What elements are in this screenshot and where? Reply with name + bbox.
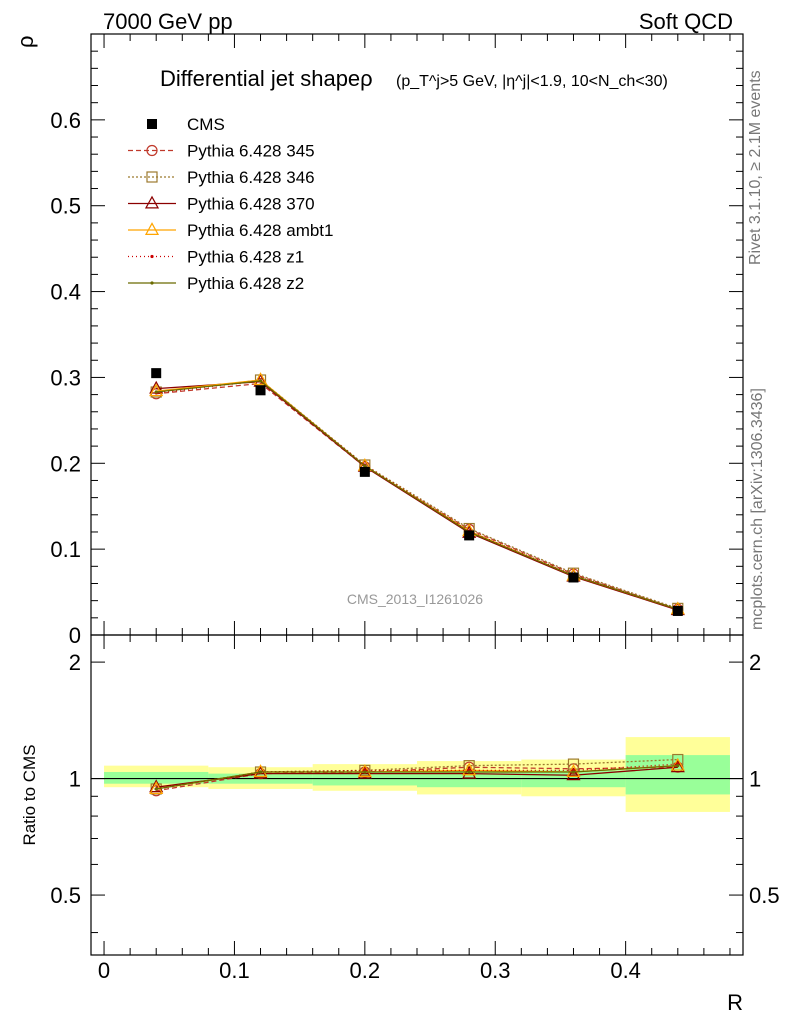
y-axis-label: ρ (13, 35, 38, 48)
chart-title-main: Differential jet shapeρ (160, 66, 373, 91)
ratio-tick-label-right: 0.5 (749, 883, 780, 908)
series-point (363, 770, 367, 774)
ratio-tick-label-right: 2 (749, 650, 761, 675)
series-point (149, 383, 164, 397)
series-ratio-line (156, 766, 678, 788)
series-point (357, 764, 372, 777)
series-point (571, 770, 576, 774)
y-tick-label: 0 (69, 623, 81, 648)
cms-uncertainty-bands (104, 737, 730, 812)
series-point (467, 770, 471, 774)
series-5 (154, 379, 680, 791)
x-tick-label: 0.4 (610, 958, 641, 983)
series-point (676, 764, 680, 768)
x-tick-label: 0.2 (350, 958, 381, 983)
legend-label: Pythia 6.428 345 (187, 142, 315, 161)
x-tick-label: 0.3 (480, 958, 511, 983)
series-point (154, 787, 158, 791)
series-point (146, 171, 158, 183)
y-tick-label: 0.6 (50, 108, 81, 133)
legend-label: Pythia 6.428 z1 (187, 248, 304, 267)
x-tick-label: 0.1 (219, 958, 250, 983)
rivet-label: Rivet 3.1.10, ≥ 2.1M events (747, 70, 764, 265)
ratio-axis-label: Ratio to CMS (20, 744, 39, 845)
legend: CMS Pythia 6.428 345 Pythia 6.428 346 Pythi… (128, 115, 333, 293)
legend-label: Pythia 6.428 ambt1 (187, 221, 333, 240)
chart-title-cut: (p_T^j>5 GeV, |η^j|<1.9, 10<N_ch<30) (396, 73, 668, 90)
series-ratio-line (156, 764, 678, 790)
series-point (150, 254, 154, 259)
y-tick-label: 0.5 (50, 194, 81, 219)
legend-label: Pythia 6.428 z2 (187, 274, 304, 293)
series-point (363, 464, 367, 468)
cms-point (568, 572, 579, 583)
series-lines (149, 372, 685, 797)
x-axis-label: R (727, 990, 743, 1015)
series-point (144, 195, 160, 209)
series-2 (149, 373, 685, 793)
series-point (253, 372, 268, 386)
y-tick-label: 0.2 (50, 451, 81, 476)
series-line (156, 379, 679, 610)
legend-marker-cms (147, 119, 157, 129)
series-point (566, 764, 581, 777)
series-point (566, 767, 581, 781)
header-left: 7000 GeV pp (103, 9, 233, 34)
y-tick-label: 0.3 (50, 365, 81, 390)
band-inner (104, 771, 209, 784)
series-line (156, 381, 678, 611)
series-0 (150, 377, 684, 797)
series-point (462, 762, 477, 776)
cms-data-points (151, 368, 683, 616)
y-tick-label: 0.1 (50, 537, 81, 562)
series-point (154, 390, 158, 394)
series-line (156, 380, 678, 610)
chart-title: Differential jet shapeρ (p_T^j>5 GeV, |η^… (160, 66, 668, 91)
series-point (258, 379, 263, 383)
series-point (258, 770, 263, 774)
x-tick-label: 0 (98, 958, 110, 983)
mcplots-label: mcplots.cern.ch [arXiv:1306.3436] (749, 388, 766, 630)
cms-point (151, 368, 162, 379)
series-point (150, 281, 154, 285)
cms-point (255, 385, 266, 396)
legend-label: Pythia 6.428 346 (187, 168, 315, 187)
series-point (149, 779, 164, 793)
ratio-tick-label: 2 (69, 650, 81, 675)
series-point (146, 144, 158, 157)
ratio-tick-label: 0.5 (50, 883, 81, 908)
legend-label: CMS (187, 115, 225, 134)
series-point (144, 222, 160, 235)
cms-point (359, 466, 370, 477)
legend-label: Pythia 6.428 370 (187, 195, 315, 214)
ratio-tick-label: 1 (69, 767, 81, 792)
ratio-tick-label-right: 1 (749, 767, 761, 792)
series-3 (149, 372, 685, 794)
analysis-watermark: CMS_2013_I1261026 (347, 591, 483, 607)
y-tick-label: 0.4 (50, 280, 81, 305)
series-line (156, 379, 678, 610)
header-right: Soft QCD (639, 9, 733, 34)
cms-point (464, 530, 475, 541)
axes: 0 0.1 0.2 0.3 0.4 0.5 0.6 0 0.1 0.2 0.3 0.4 0.5 0.5 1 1… (50, 33, 780, 983)
series-line (156, 380, 679, 610)
cms-point (672, 605, 683, 616)
series-point (253, 764, 268, 777)
